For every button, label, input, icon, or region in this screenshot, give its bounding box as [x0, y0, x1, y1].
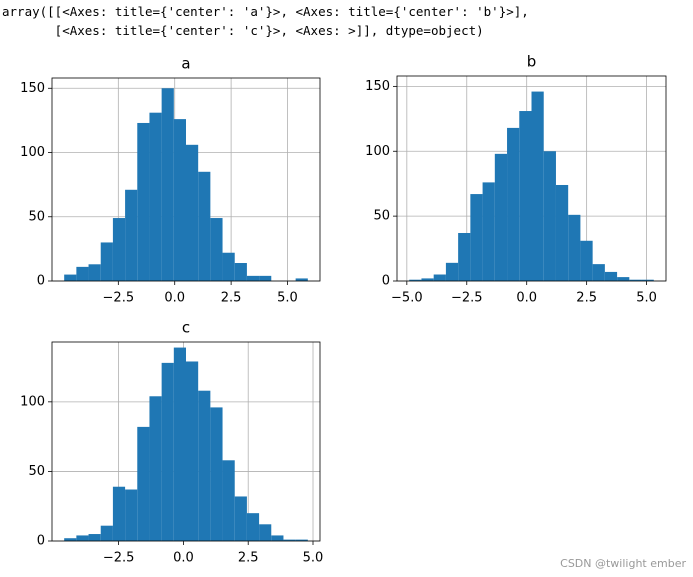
y-tick-label: 150: [365, 79, 390, 94]
bar: [421, 278, 434, 281]
bar: [149, 112, 162, 281]
bar: [246, 513, 260, 541]
bar: [112, 486, 126, 541]
bar: [543, 151, 556, 281]
y-tick-label: 0: [37, 274, 45, 289]
x-tick-label: 2.5: [221, 291, 242, 306]
bar: [100, 242, 113, 281]
y-tick-label: 0: [37, 534, 45, 549]
y-tick-label: 100: [365, 144, 390, 159]
bar: [531, 91, 544, 282]
bar: [198, 390, 211, 541]
bar: [283, 539, 296, 541]
y-tick-label: 50: [28, 464, 45, 479]
bar: [76, 535, 89, 541]
bar: [507, 127, 520, 281]
bar: [234, 263, 247, 281]
bar: [568, 214, 581, 281]
bar: [259, 524, 272, 541]
bar: [482, 182, 495, 281]
bar: [173, 119, 186, 281]
plot-frame: [396, 75, 667, 282]
y-tick-label: 0: [382, 274, 390, 289]
bar: [295, 539, 308, 541]
bar: [246, 275, 260, 281]
x-tick-label: 0.0: [173, 551, 194, 566]
bar: [186, 361, 199, 541]
y-tick-label: 150: [20, 81, 45, 96]
bar: [100, 525, 113, 541]
bar: [88, 264, 101, 281]
bar: [210, 407, 223, 541]
plot-frame: [51, 77, 321, 282]
x-tick-label: −2.5: [103, 291, 135, 306]
x-tick-label: −2.5: [103, 551, 135, 566]
y-tick-label: 100: [20, 145, 45, 160]
bar: [88, 534, 101, 541]
x-tick-label: −2.5: [451, 291, 483, 306]
y-tick-label: 50: [373, 209, 390, 224]
bar: [433, 274, 446, 281]
bar: [112, 218, 126, 281]
bar: [604, 271, 618, 281]
bar: [222, 460, 235, 541]
x-tick-label: 2.5: [576, 291, 597, 306]
bar: [64, 538, 77, 541]
bar: [149, 396, 162, 541]
y-tick-label: 50: [28, 209, 45, 224]
chart-title: b: [527, 53, 537, 71]
x-tick-label: 5.0: [636, 291, 657, 306]
bar: [295, 278, 308, 281]
bar: [259, 275, 272, 281]
bar: [494, 153, 508, 281]
x-tick-label: 0.0: [164, 291, 185, 306]
bar: [137, 122, 150, 281]
bar: [271, 535, 284, 541]
bar: [161, 362, 174, 541]
bar: [173, 347, 186, 541]
bar: [64, 274, 77, 281]
bar: [592, 264, 605, 281]
bar: [409, 279, 422, 281]
bar: [470, 194, 483, 281]
bar: [519, 111, 532, 281]
bar: [555, 184, 569, 281]
bar: [186, 144, 199, 281]
x-tick-label: 5.0: [277, 291, 298, 306]
output-line: [<Axes: title={'center': 'c'}>, <Axes: >…: [2, 23, 484, 38]
bar: [210, 218, 223, 281]
x-tick-label: 2.5: [238, 551, 259, 566]
y-tick-label: 100: [20, 394, 45, 409]
x-tick-label: −5.0: [391, 291, 423, 306]
bar: [222, 252, 235, 281]
output-text: array([[<Axes: title={'center': 'a'}>, <…: [2, 2, 529, 40]
watermark: CSDN @twilight ember: [560, 557, 686, 570]
bar: [641, 279, 654, 281]
x-tick-label: 5.0: [303, 551, 324, 566]
bar: [125, 489, 138, 541]
bar: [617, 277, 630, 281]
bar: [445, 262, 459, 281]
x-tick-label: 0.0: [516, 291, 537, 306]
bar: [76, 266, 89, 281]
bar: [580, 240, 593, 281]
chart-title: a: [181, 55, 190, 73]
bar: [125, 189, 138, 281]
bar: [629, 279, 642, 281]
output-line: array([[<Axes: title={'center': 'a'}>, <…: [2, 4, 529, 19]
bar: [198, 171, 211, 281]
bar: [458, 232, 471, 281]
chart-title: c: [182, 319, 190, 337]
bar: [161, 88, 174, 282]
plot-frame: [51, 341, 321, 542]
bar: [137, 426, 150, 541]
bar: [234, 496, 247, 541]
